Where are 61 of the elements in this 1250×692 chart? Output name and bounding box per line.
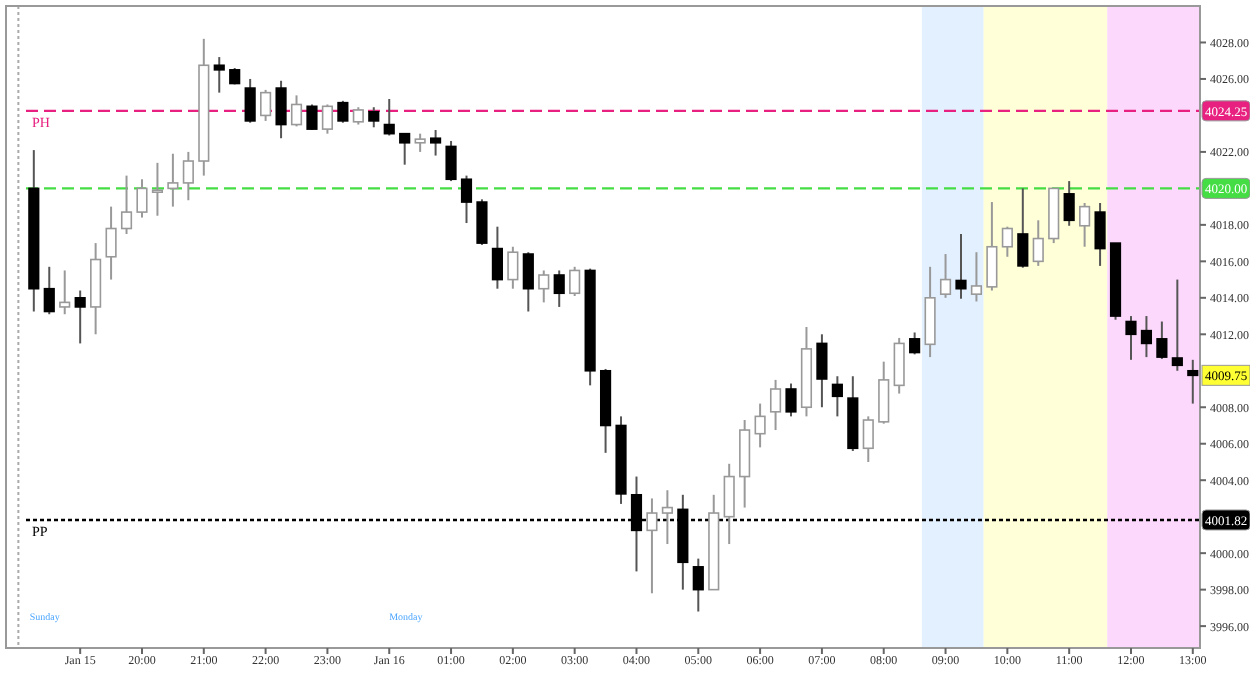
candlestick <box>136 178 148 219</box>
candlestick <box>831 375 843 418</box>
candlestick <box>692 557 704 613</box>
candlestick <box>955 232 967 300</box>
candlestick <box>1017 187 1029 269</box>
candlestick <box>213 56 225 94</box>
candlestick <box>1171 278 1183 372</box>
candlestick <box>414 132 426 153</box>
candlestick <box>1079 201 1091 248</box>
candlestick <box>939 253 952 299</box>
candlestick <box>167 152 179 208</box>
candlestick <box>430 129 442 157</box>
candlestick <box>460 174 473 225</box>
candlestick <box>646 497 658 595</box>
candlestick <box>90 242 102 336</box>
candlestick <box>507 245 519 290</box>
candlestick <box>739 419 751 509</box>
candlestick <box>74 289 86 345</box>
candlestick <box>182 150 194 202</box>
candlestick <box>306 103 318 132</box>
candlestick <box>321 103 334 135</box>
candlestick <box>785 382 797 418</box>
candlestick <box>569 265 581 297</box>
candlestick <box>260 88 272 122</box>
candlestick <box>661 489 673 546</box>
candlestick <box>1156 320 1168 360</box>
candlestick <box>383 98 395 137</box>
candlestick <box>491 225 503 290</box>
candlestick <box>769 378 782 432</box>
candlestick <box>476 198 488 246</box>
candlestick <box>337 99 349 124</box>
candlestick <box>244 77 256 124</box>
candlestick <box>1032 219 1044 267</box>
candlestick <box>553 269 565 308</box>
candlestick <box>151 161 164 217</box>
candlestick <box>43 265 55 316</box>
candlestick <box>399 132 411 166</box>
candlestick <box>59 269 71 316</box>
candlestick <box>275 79 287 140</box>
candlestick <box>862 415 874 463</box>
candlestick <box>1140 315 1153 359</box>
candlestick <box>909 331 921 356</box>
candlestick <box>290 94 303 128</box>
candlestick <box>878 360 890 425</box>
candlestick <box>893 336 905 395</box>
candlestick <box>538 269 550 304</box>
candlestick <box>970 251 983 303</box>
candlestick <box>368 106 380 129</box>
candlestick <box>105 205 117 281</box>
candlestick <box>1001 225 1013 258</box>
candlestick <box>1094 201 1106 267</box>
candlestick <box>120 174 133 235</box>
candlestick <box>1125 315 1137 361</box>
candlestick <box>445 139 457 183</box>
candlestick <box>754 402 766 449</box>
candlestick <box>986 201 998 292</box>
candlestick <box>522 251 534 313</box>
candlestick <box>924 265 936 359</box>
candlestick <box>816 333 828 409</box>
candlestick <box>723 462 735 546</box>
candlestick <box>1063 180 1075 227</box>
